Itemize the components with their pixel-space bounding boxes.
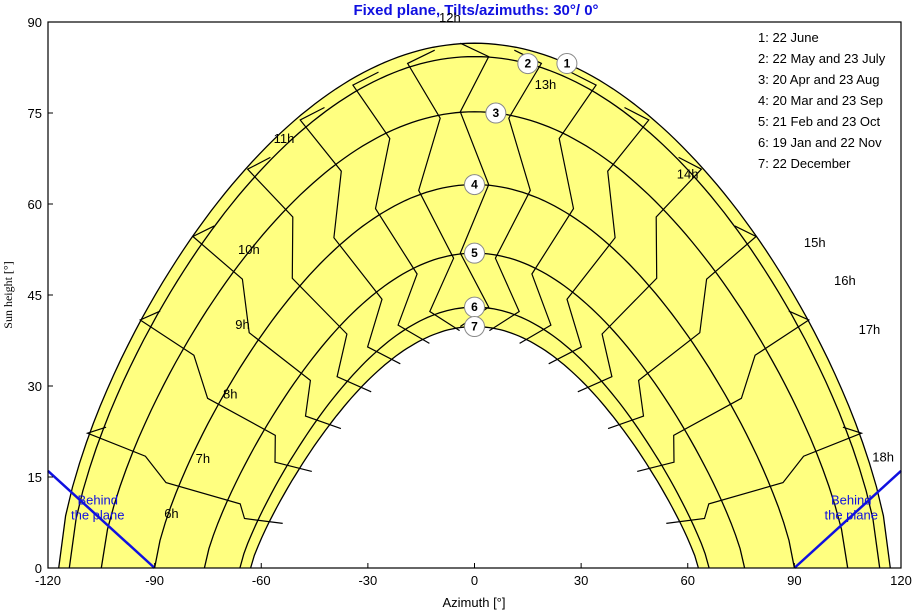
y-tick-label: 60	[28, 197, 42, 212]
hour-line	[85, 426, 283, 524]
day-curve-1	[58, 42, 891, 569]
behind-plane-label-left: Behind the plane	[71, 492, 125, 522]
series-badge-4: 4	[464, 174, 485, 196]
hour-line	[666, 426, 864, 524]
hour-label: 15h	[804, 235, 826, 250]
hour-line	[406, 49, 460, 332]
y-tick-label: 30	[28, 379, 42, 394]
series-badge-3: 3	[485, 102, 507, 124]
plane-horizon-line-left	[47, 470, 156, 569]
badge-number: 5	[471, 246, 478, 260]
badge-circle	[464, 316, 485, 338]
hour-line	[637, 310, 811, 472]
legend: 1: 22 June 2: 22 May and 23 July 3: 20 Apr…	[758, 30, 886, 171]
hour-label: 13h	[535, 77, 557, 92]
hour-label: 7h	[196, 451, 210, 466]
x-tick-label: 90	[787, 573, 801, 588]
series-badge-6: 6	[464, 296, 485, 318]
plot-area: 1 2 3 4 5 6 7 6h 7h 8h 9h 10h 11h 12h 13h 14h 15h 16h 17h 1…	[47, 10, 902, 569]
y-tick-label: 0	[35, 561, 42, 576]
y-tick-label: 15	[28, 470, 42, 485]
hour-line	[548, 106, 650, 365]
hour-line	[246, 156, 372, 393]
hour-label: 17h	[859, 322, 881, 337]
hour-line	[299, 106, 401, 365]
hour-label: 16h	[834, 273, 856, 288]
y-tick-label: 45	[28, 288, 42, 303]
hour-label: 12h	[439, 10, 461, 25]
series-badge-7: 7	[464, 316, 485, 338]
badge-number: 6	[471, 300, 478, 314]
legend-entry-2: 2: 22 May and 23 July	[758, 51, 886, 66]
hour-line	[138, 310, 312, 472]
hour-line	[352, 71, 430, 344]
x-tick-label: -60	[252, 573, 271, 588]
plane-horizon-line-right	[793, 470, 902, 569]
hour-label: 11h	[274, 131, 295, 146]
x-tick-label: -120	[35, 573, 61, 588]
hour-label: 10h	[238, 242, 260, 257]
day-curve-2	[68, 55, 881, 569]
chart-title: Fixed plane, Tilts/azimuths: 30°/ 0°	[353, 2, 598, 19]
hour-label: 14h	[677, 167, 699, 182]
series-badge-2: 2	[517, 53, 539, 75]
day-curve-3	[100, 111, 849, 569]
y-tick-label: 90	[28, 15, 42, 30]
legend-entry-4: 4: 20 Mar and 23 Sep	[758, 93, 883, 108]
x-axis-label: Azimuth [°]	[443, 595, 506, 610]
hour-line	[577, 156, 703, 393]
badge-number: 4	[471, 178, 478, 192]
hour-label: 18h	[872, 450, 894, 465]
series-badge-1: 1	[556, 53, 578, 75]
badge-number: 7	[471, 320, 478, 334]
x-tick-label: 120	[890, 573, 912, 588]
badge-circle	[517, 53, 539, 75]
hour-label: 8h	[223, 386, 237, 401]
hour-label: 9h	[235, 317, 249, 332]
y-axis: 0 15 30 45 60 75 90	[28, 15, 53, 576]
badge-number: 2	[524, 57, 531, 71]
badge-circle	[556, 53, 578, 75]
badge-number: 3	[492, 106, 499, 120]
legend-entry-1: 1: 22 June	[758, 30, 819, 45]
y-tick-label: 75	[28, 106, 42, 121]
badge-circle	[464, 242, 485, 264]
hour-line	[489, 49, 543, 332]
series-badge-5: 5	[464, 242, 485, 264]
badge-circle	[485, 102, 507, 124]
x-tick-label: 30	[574, 573, 588, 588]
behind-plane-label-right: Behind the plane	[824, 492, 878, 522]
x-tick-label: 60	[681, 573, 695, 588]
legend-entry-7: 7: 22 December	[758, 156, 851, 171]
hour-line	[519, 71, 597, 344]
badge-circle	[464, 174, 485, 196]
y-axis-label: Sun height [°]	[1, 261, 15, 328]
x-axis: -120 -90 -60 -30 0 30 60 90 120	[35, 563, 912, 588]
badge-number: 1	[564, 57, 571, 71]
hour-label: 6h	[164, 506, 178, 521]
x-tick-label: 0	[471, 573, 478, 588]
legend-entry-5: 5: 21 Feb and 23 Oct	[758, 114, 881, 129]
legend-entry-3: 3: 20 Apr and 23 Aug	[758, 72, 879, 87]
legend-entry-6: 6: 19 Jan and 22 Nov	[758, 135, 882, 150]
x-tick-label: -30	[358, 573, 377, 588]
x-tick-label: -90	[145, 573, 164, 588]
